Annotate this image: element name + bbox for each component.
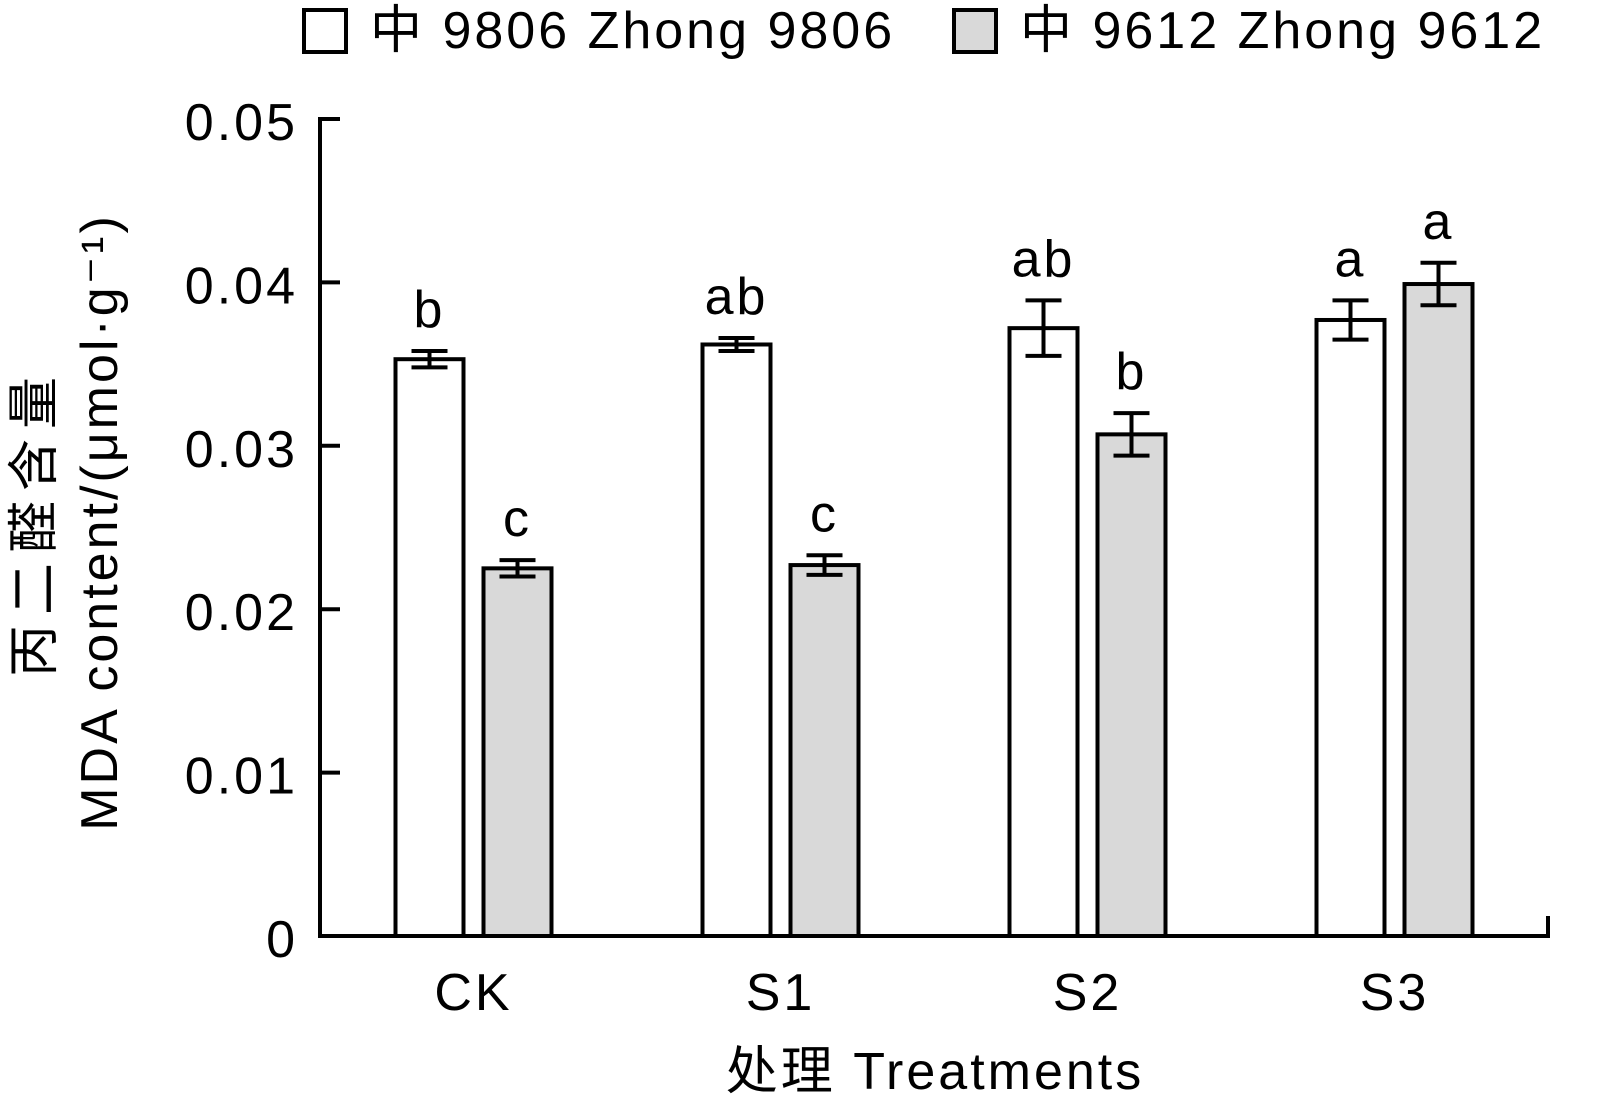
bar-s3-series-2 xyxy=(1402,282,1475,938)
x-axis-title: 处理 Treatments xyxy=(726,1043,1145,1101)
axes: 0 0.01 0.02 0.03 0.04 0.05 CK S1 S2 S3 xyxy=(185,94,1550,1022)
bar-ck-series-2 xyxy=(481,566,554,938)
bar-s1-series-1 xyxy=(700,342,773,938)
y-tick-label: 0.04 xyxy=(185,257,298,315)
y-tick-label: 0.03 xyxy=(185,421,298,479)
legend-swatch-series-1 xyxy=(302,8,348,54)
y-tick-label: 0.01 xyxy=(185,748,298,806)
series-2-significance-letters: c c b a xyxy=(503,193,1455,548)
bar-s1-series-2 xyxy=(788,563,861,938)
bar-s2-series-2 xyxy=(1095,432,1168,938)
x-tick-label-s1: S1 xyxy=(746,964,816,1022)
error-bar-s2-series-1 xyxy=(1025,298,1062,358)
bar-s3-series-1 xyxy=(1314,317,1387,938)
legend-item-series-2: 中 9612 Zhong 9612 xyxy=(952,2,1545,60)
legend-label-series-2: 中 9612 Zhong 9612 xyxy=(1020,2,1545,60)
error-bar-s3-series-2 xyxy=(1420,260,1457,308)
x-tick-label-ck: CK xyxy=(434,964,512,1022)
x-tick-label-s2: S2 xyxy=(1053,964,1123,1022)
legend-item-series-1: 中 9806 Zhong 9806 xyxy=(302,2,895,60)
error-bar-s2-series-2 xyxy=(1113,411,1150,458)
series-2-bars xyxy=(481,282,1475,938)
y-axis-title-zh: 丙二醛含量 xyxy=(6,367,64,677)
significance-letter-s2-series-1: ab xyxy=(1012,230,1076,288)
legend-swatch-series-2 xyxy=(952,8,998,54)
series-2-error-bars xyxy=(499,260,1457,579)
bar-ck-series-1 xyxy=(393,357,466,938)
y-tick-label: 0.05 xyxy=(185,94,298,152)
y-tick-label: 0 xyxy=(266,911,298,969)
error-bar-s3-series-1 xyxy=(1332,298,1369,342)
bar-s2-series-1 xyxy=(1007,326,1080,939)
y-tick-label: 0.02 xyxy=(185,584,298,642)
x-tick-label-s3: S3 xyxy=(1360,964,1430,1022)
legend: 中 9806 Zhong 9806 中 9612 Zhong 9612 xyxy=(302,2,1545,60)
series-1-significance-letters: b ab ab a xyxy=(414,230,1367,339)
significance-letter-ck-series-2: c xyxy=(503,490,532,548)
legend-label-series-1: 中 9806 Zhong 9806 xyxy=(370,2,895,60)
series-1-error-bars xyxy=(411,298,1369,370)
error-bar-ck-series-2 xyxy=(499,558,536,579)
error-bar-s1-series-2 xyxy=(806,553,843,577)
significance-letter-ck-series-1: b xyxy=(414,281,446,339)
y-axis-title: MDA content/(μmol·g⁻¹) xyxy=(71,213,129,831)
significance-letter-s2-series-2: b xyxy=(1116,343,1148,401)
error-bar-ck-series-1 xyxy=(411,349,448,370)
significance-letter-s1-series-2: c xyxy=(810,485,839,543)
significance-letter-s3-series-2: a xyxy=(1423,193,1455,251)
error-bar-s1-series-1 xyxy=(718,335,755,354)
significance-letter-s3-series-1: a xyxy=(1335,230,1367,288)
significance-letter-s1-series-1: ab xyxy=(705,268,769,326)
